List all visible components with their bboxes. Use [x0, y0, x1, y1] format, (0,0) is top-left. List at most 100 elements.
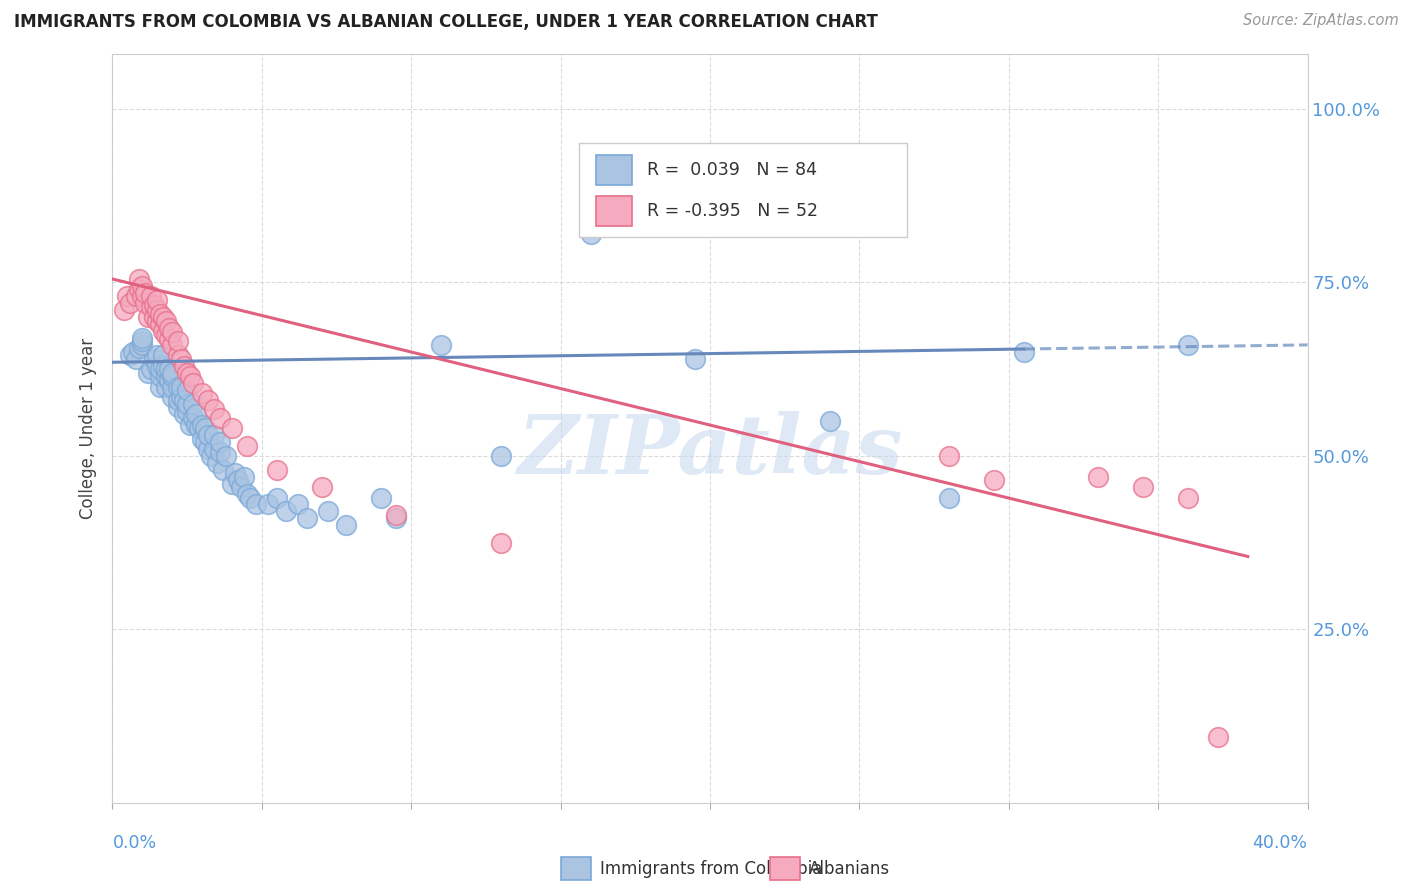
- Point: [170, 390, 193, 404]
- Point: [152, 359, 174, 373]
- Point: [236, 438, 259, 452]
- Point: [197, 393, 219, 408]
- Point: [1177, 338, 1199, 352]
- Point: [143, 351, 166, 366]
- Point: [179, 369, 201, 384]
- Point: [131, 289, 153, 303]
- Point: [138, 310, 160, 325]
- Point: [170, 351, 193, 366]
- Point: [1206, 730, 1229, 744]
- Point: [157, 320, 180, 334]
- Point: [233, 469, 256, 483]
- Point: [143, 298, 166, 312]
- Point: [117, 289, 139, 303]
- Point: [128, 282, 150, 296]
- Text: Source: ZipAtlas.com: Source: ZipAtlas.com: [1243, 13, 1399, 29]
- Point: [131, 331, 153, 345]
- Text: Albanians: Albanians: [810, 860, 890, 878]
- Point: [141, 362, 163, 376]
- Point: [152, 310, 174, 325]
- Point: [221, 476, 243, 491]
- Point: [157, 332, 180, 346]
- Point: [226, 473, 249, 487]
- Point: [194, 435, 217, 450]
- Point: [239, 491, 262, 505]
- Point: [162, 326, 183, 340]
- Point: [157, 373, 180, 387]
- Point: [1177, 491, 1199, 505]
- Point: [125, 289, 148, 303]
- FancyBboxPatch shape: [770, 857, 800, 880]
- Point: [215, 449, 238, 463]
- Point: [1087, 469, 1109, 483]
- Point: [197, 428, 219, 442]
- Point: [430, 338, 453, 352]
- Point: [236, 487, 259, 501]
- FancyBboxPatch shape: [596, 154, 633, 185]
- Text: 0.0%: 0.0%: [112, 834, 156, 852]
- Point: [202, 401, 225, 416]
- Point: [181, 397, 204, 411]
- Text: IMMIGRANTS FROM COLOMBIA VS ALBANIAN COLLEGE, UNDER 1 YEAR CORRELATION CHART: IMMIGRANTS FROM COLOMBIA VS ALBANIAN COL…: [14, 13, 877, 31]
- Point: [173, 407, 195, 421]
- Point: [149, 317, 172, 331]
- Point: [176, 397, 198, 411]
- Point: [335, 518, 357, 533]
- Point: [181, 410, 204, 425]
- Point: [131, 338, 153, 352]
- Point: [149, 307, 172, 321]
- Point: [155, 327, 177, 342]
- Point: [128, 342, 150, 356]
- Point: [162, 379, 183, 393]
- Point: [489, 535, 512, 549]
- Point: [149, 379, 172, 393]
- Text: 40.0%: 40.0%: [1253, 834, 1308, 852]
- Point: [146, 293, 169, 307]
- Point: [134, 296, 156, 310]
- Point: [202, 428, 225, 442]
- Y-axis label: College, Under 1 year: College, Under 1 year: [79, 337, 97, 519]
- Point: [274, 504, 297, 518]
- Point: [191, 432, 214, 446]
- Text: R =  0.039   N = 84: R = 0.039 N = 84: [647, 161, 817, 178]
- Point: [683, 351, 706, 366]
- Point: [245, 498, 267, 512]
- Point: [114, 303, 135, 318]
- Point: [221, 421, 243, 435]
- Point: [141, 300, 163, 314]
- Point: [120, 296, 142, 310]
- Point: [579, 227, 602, 241]
- Point: [179, 417, 201, 432]
- Point: [167, 379, 190, 393]
- Point: [489, 449, 512, 463]
- Point: [149, 369, 172, 384]
- Point: [146, 359, 169, 373]
- Text: ZIPatlas: ZIPatlas: [517, 410, 903, 491]
- Point: [157, 362, 180, 376]
- Point: [385, 511, 408, 525]
- Point: [370, 491, 392, 505]
- Point: [162, 338, 183, 352]
- Point: [167, 348, 190, 362]
- Point: [205, 456, 228, 470]
- Point: [287, 498, 309, 512]
- Point: [143, 310, 166, 325]
- Point: [155, 362, 177, 376]
- Point: [128, 272, 150, 286]
- Point: [197, 442, 219, 456]
- Point: [152, 324, 174, 338]
- Point: [209, 445, 232, 459]
- Point: [125, 351, 148, 366]
- Point: [173, 393, 195, 408]
- Point: [186, 407, 208, 421]
- Point: [167, 401, 190, 415]
- Point: [938, 449, 960, 463]
- Point: [167, 393, 190, 408]
- Point: [131, 334, 153, 349]
- Point: [131, 279, 153, 293]
- Point: [191, 417, 214, 432]
- Point: [191, 386, 214, 401]
- FancyBboxPatch shape: [596, 196, 633, 226]
- Point: [162, 390, 183, 404]
- Point: [938, 491, 960, 505]
